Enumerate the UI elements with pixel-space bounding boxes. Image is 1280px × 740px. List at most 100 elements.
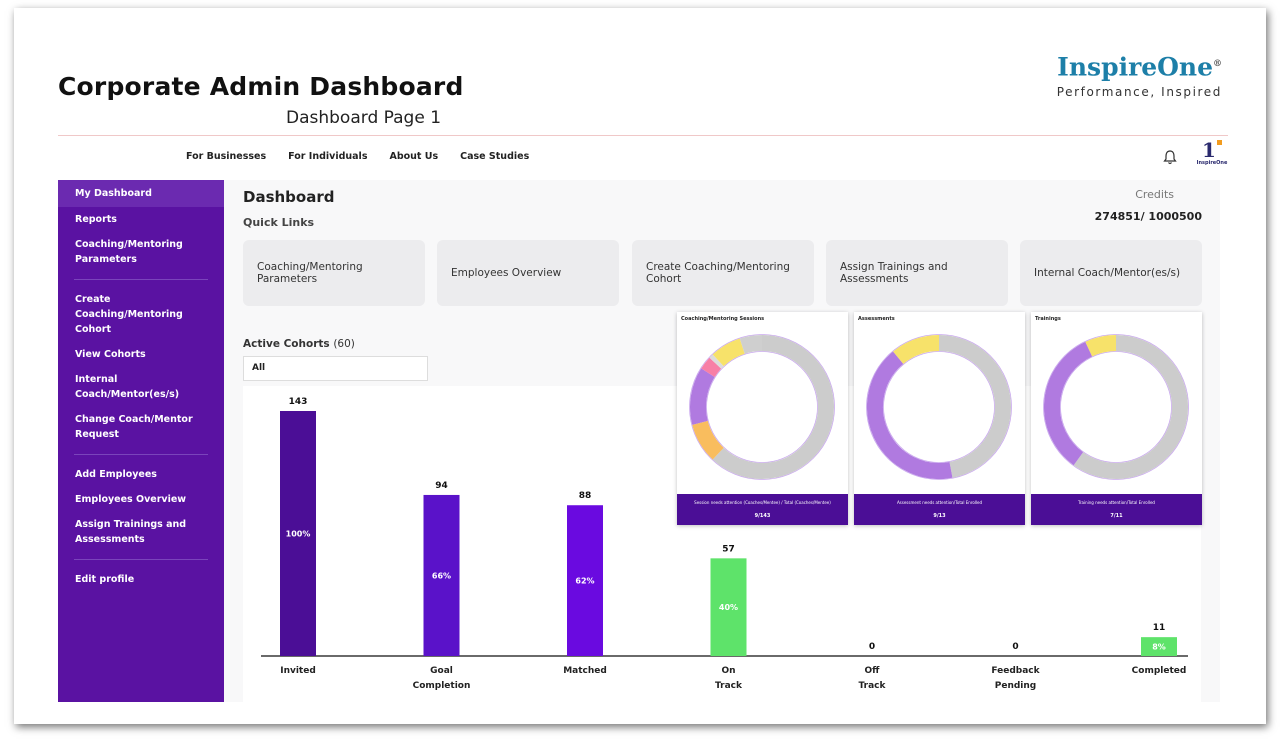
donut-slice[interactable] [938, 335, 1011, 478]
x-tick-label: Matched [563, 666, 607, 676]
bar-percent-label: 66% [432, 571, 451, 580]
trainings-donut-chart [1043, 334, 1189, 480]
donut-slice[interactable] [701, 357, 722, 378]
bar[interactable] [423, 494, 460, 656]
brand-logo: InspireOne® Performance, Inspired [1056, 50, 1222, 100]
donut-inner-outline [883, 351, 995, 463]
sidebar-item-my-dashboard[interactable]: My Dashboard [58, 180, 224, 207]
bar-value-label: 0 [869, 642, 875, 652]
x-tick-label: Pending [995, 681, 1036, 691]
donut-footer-value: 9/13 [933, 513, 946, 519]
sidebar-item-internal-coach[interactable]: Internal Coach/Mentor(es/s) [75, 374, 180, 400]
donut-outline [1043, 334, 1189, 480]
donut-inner-outline [706, 351, 818, 463]
bar-value-label: 94 [435, 481, 448, 491]
cohort-filter-select[interactable]: All [243, 356, 428, 381]
donut-slice[interactable] [690, 368, 715, 425]
sidebar-item-change-coach-request[interactable]: Change Coach/Mentor Request [75, 414, 193, 440]
bar-value-label: 0 [1012, 642, 1018, 652]
main-content: Dashboard Quick Links Credits 274851/ 10… [224, 180, 1220, 702]
quick-link-create-cohort[interactable]: Create Coaching/Mentoring Cohort [632, 240, 814, 306]
donut-footer: Training needs attention/Total Enrolled … [1031, 494, 1202, 525]
sidebar-item-view-cohorts[interactable]: View Cohorts [75, 349, 146, 360]
sidebar-item-add-employees[interactable]: Add Employees [75, 469, 157, 480]
sidebar-divider [74, 454, 208, 455]
nav-about-us[interactable]: About Us [389, 151, 439, 162]
donut-slice[interactable] [709, 354, 724, 369]
bar[interactable] [1141, 637, 1177, 656]
quick-link-label: Coaching/Mentoring Parameters [257, 261, 363, 285]
donut-slice[interactable] [1044, 341, 1093, 466]
bar[interactable] [280, 411, 316, 656]
cohort-funnel-bar-chart: 143 100% Invited 94 66% Goal Completion 88 62% Ma… [261, 397, 1188, 691]
bell-icon[interactable] [1163, 149, 1177, 165]
donut-title: Trainings [1035, 316, 1061, 322]
x-tick-label: Track [715, 681, 743, 691]
sidebar-item-coaching-parameters[interactable]: Coaching/Mentoring Parameters [75, 239, 183, 265]
dashboard-heading: Dashboard [243, 188, 335, 206]
donut-title: Coaching/Mentoring Sessions [681, 316, 765, 322]
donut-footer: Session needs attention (Coaches/Mentee)… [677, 494, 848, 525]
quick-link-label: Create Coaching/Mentoring Cohort [646, 261, 790, 285]
x-tick-label: Off [865, 666, 881, 676]
quick-link-coaching-parameters[interactable]: Coaching/Mentoring Parameters [243, 240, 425, 306]
donut-title: Assessments [858, 316, 895, 322]
x-tick-label: Completion [413, 681, 471, 691]
bar[interactable] [567, 505, 603, 656]
bar-percent-label: 40% [719, 603, 738, 612]
nav-case-studies[interactable]: Case Studies [460, 151, 530, 162]
nav-for-individuals[interactable]: For Individuals [288, 151, 368, 162]
sidebar-divider [74, 279, 208, 280]
quick-link-internal-coach[interactable]: Internal Coach/Mentor(es/s) [1020, 240, 1202, 306]
bar-value-label: 88 [579, 491, 592, 501]
donut-slice[interactable] [692, 420, 724, 460]
donut-footer-value: 7/11 [1110, 513, 1123, 519]
donut-slice[interactable] [712, 335, 834, 479]
active-cohorts-label: Active Cohorts (60) [243, 338, 355, 350]
x-tick-label: Goal [430, 666, 453, 676]
bar[interactable] [710, 558, 747, 656]
donut-card-trainings[interactable]: Trainings Training needs attention/Total… [1031, 312, 1202, 525]
donut-slice[interactable] [893, 335, 940, 365]
brand-tagline: Performance, Inspired [1056, 85, 1222, 100]
donut-slice[interactable] [739, 335, 763, 354]
sidebar-divider [74, 559, 208, 560]
brand-name: InspireOne® [1057, 52, 1222, 82]
sidebar-item-create-cohort[interactable]: Create Coaching/Mentoring Cohort [75, 294, 183, 335]
x-tick-label: Completed [1132, 666, 1187, 676]
quick-link-assign-trainings[interactable]: Assign Trainings and Assessments [826, 240, 1008, 306]
bar-value-label: 57 [722, 544, 735, 554]
sidebar-item-assign-trainings[interactable]: Assign Trainings and Assessments [75, 519, 187, 545]
donut-slice[interactable] [867, 351, 953, 479]
active-cohorts-text: Active Cohorts [243, 338, 330, 350]
donut-footer-label: Assessment needs attention/Total Enrolle… [896, 500, 983, 505]
donut-card-sessions[interactable]: Coaching/Mentoring Sessions Session need… [677, 312, 848, 525]
donut-footer-label: Session needs attention (Coaches/Mentee)… [694, 500, 831, 505]
x-tick-label: Feedback [991, 666, 1040, 676]
donut-slice[interactable] [712, 338, 746, 367]
sidebar-item-reports[interactable]: Reports [75, 214, 117, 225]
assessments-donut-chart [866, 334, 1012, 480]
credits-value: 274851/ 1000500 [1094, 210, 1202, 223]
donut-card-assessments[interactable]: Assessments Assessment needs attention/T… [854, 312, 1025, 525]
donut-inner-outline [1060, 351, 1172, 463]
sidebar-item-employees-overview[interactable]: Employees Overview [75, 494, 187, 505]
sidebar: My Dashboard Reports Coaching/Mentoring … [58, 180, 224, 702]
sidebar-item-edit-profile[interactable]: Edit profile [75, 574, 135, 585]
quick-link-employees-overview[interactable]: Employees Overview [437, 240, 619, 306]
nav-for-businesses[interactable]: For Businesses [186, 151, 267, 162]
quick-link-label: Employees Overview [451, 267, 562, 279]
sessions-donut-chart [689, 334, 835, 480]
credits-label: Credits [1135, 188, 1174, 201]
bar-value-label: 143 [289, 397, 308, 407]
donut-footer: Assessment needs attention/Total Enrolle… [854, 494, 1025, 525]
bar-percent-label: 8% [1152, 643, 1166, 652]
donut-slice[interactable] [1073, 335, 1188, 479]
x-tick-label: Track [859, 681, 887, 691]
bar-value-label: 11 [1153, 623, 1166, 633]
header-divider [58, 135, 1228, 136]
active-cohorts-count: (60) [333, 338, 355, 350]
user-avatar-logo[interactable]: 1 InspireOne [1194, 140, 1230, 166]
donut-slice[interactable] [1085, 335, 1117, 357]
bar-percent-label: 62% [575, 577, 594, 586]
